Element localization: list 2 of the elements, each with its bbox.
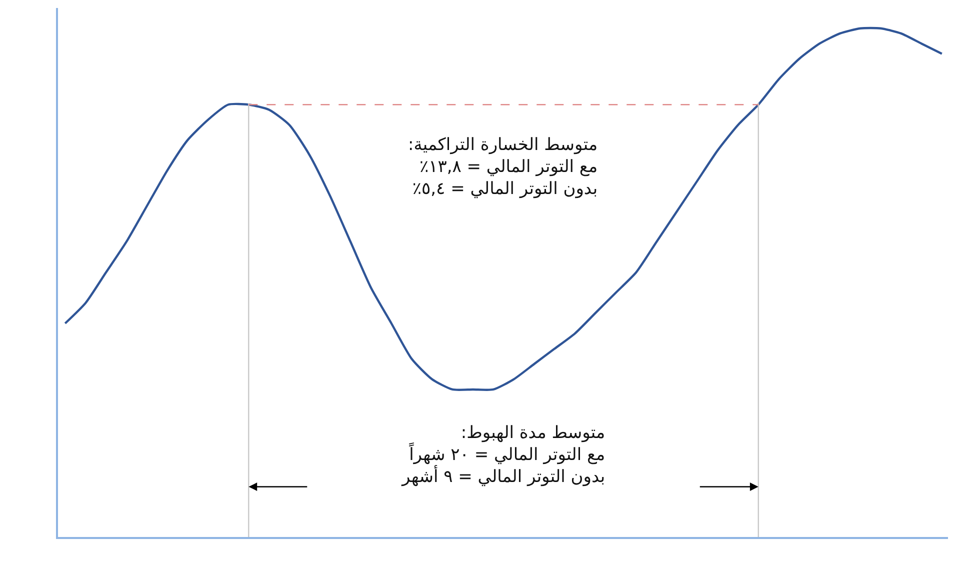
annotation: متوسط الخسارة التراكمية: مع التوتر المالي = ١٣,٨٪ بدون التوتر المالي = ٥,٤٪	[408, 135, 598, 200]
annotation: متوسط مدة الهبوط: مع التوتر المالي = ٢٠ شهراً بدون التوتر المالي = ٩ أشهر	[401, 423, 606, 488]
